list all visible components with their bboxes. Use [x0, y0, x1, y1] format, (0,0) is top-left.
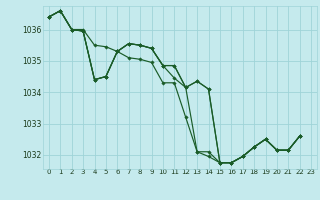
Text: Graphe pression niveau de la mer (hPa): Graphe pression niveau de la mer (hPa) — [60, 185, 260, 194]
